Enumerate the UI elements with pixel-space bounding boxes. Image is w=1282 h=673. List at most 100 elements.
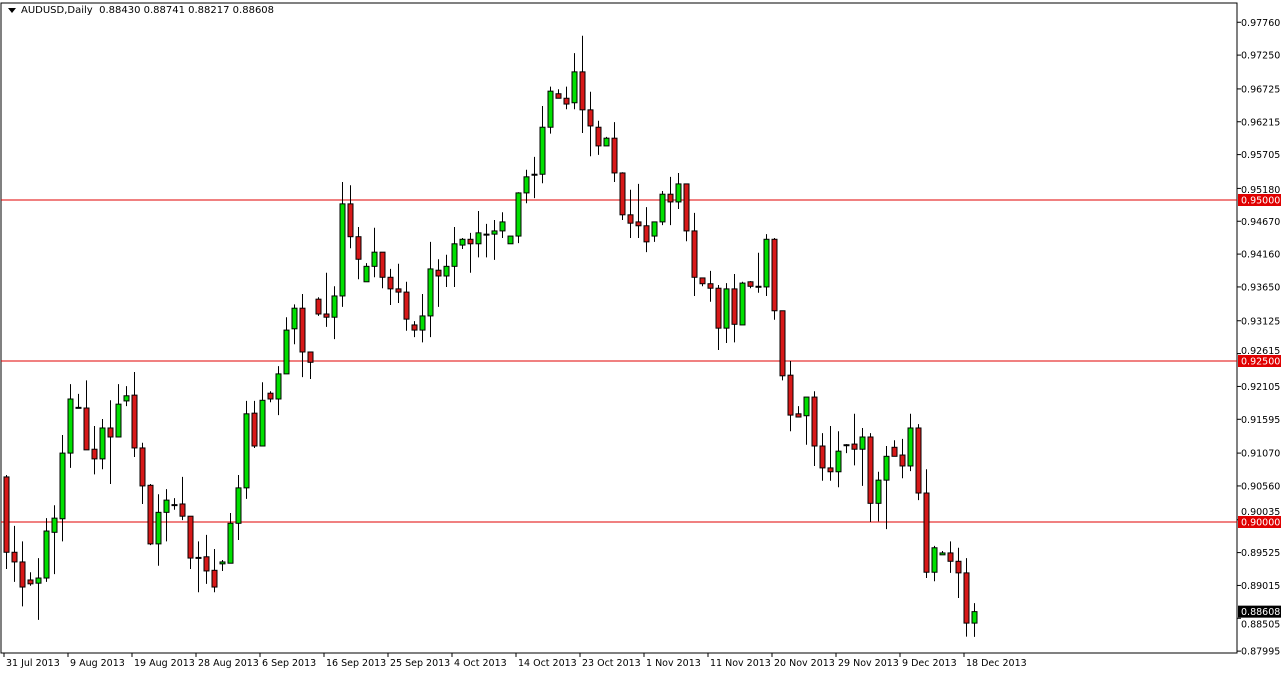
candle (811, 391, 818, 466)
bullish-candle-body (939, 552, 946, 556)
bearish-candle-body (691, 230, 698, 278)
plot-area (0, 2, 1238, 654)
bearish-candle-body (91, 448, 98, 460)
bullish-candle-body (483, 233, 490, 236)
x-tick-label: 4 Oct 2013 (454, 658, 507, 669)
bearish-candle-body (131, 394, 138, 449)
y-tick-label: 0.88505 (1241, 620, 1280, 631)
x-tick-label: 29 Nov 2013 (838, 658, 899, 669)
y-tick-label: 0.90560 (1241, 481, 1280, 492)
candle (211, 549, 218, 593)
candle (443, 254, 450, 287)
bearish-candle-body (947, 552, 954, 562)
bearish-candle-body (347, 203, 354, 238)
chart-header: AUDUSD,Daily 0.88430 0.88741 0.88217 0.8… (8, 5, 274, 16)
candle (691, 212, 698, 296)
candle (179, 476, 186, 521)
candle (203, 534, 210, 584)
candle (187, 515, 194, 570)
bearish-candle-body (299, 307, 306, 353)
bullish-candle-body (59, 452, 66, 520)
y-tick-label: 0.94670 (1241, 217, 1280, 228)
bearish-candle-body (707, 283, 714, 289)
candle (851, 413, 858, 466)
candle (219, 559, 226, 571)
bearish-candle-body (379, 251, 386, 278)
x-tick-label: 9 Dec 2013 (902, 658, 957, 669)
time-axis: 31 Jul 2013 9 Aug 2013 19 Aug 2013 28 Aug 2… (3, 653, 1027, 669)
x-tick-label: 31 Jul 2013 (6, 658, 60, 669)
candle (667, 176, 674, 226)
candle (571, 53, 578, 110)
bearish-candle-body (643, 225, 650, 243)
level-price-label: 0.92500 (1241, 357, 1280, 368)
bearish-candle-body (779, 310, 786, 377)
bearish-candle-body (811, 396, 818, 447)
bearish-candle-body (731, 288, 738, 325)
candle (107, 400, 114, 485)
bullish-candle-body (803, 396, 810, 417)
bearish-candle-body (3, 476, 10, 553)
candle (371, 227, 378, 278)
bullish-candle-body (675, 183, 682, 203)
y-tick-label: 0.89015 (1241, 581, 1280, 592)
y-tick-label: 0.96215 (1241, 117, 1280, 128)
candle (915, 424, 922, 501)
bearish-candle-body (755, 285, 762, 288)
bullish-candle-body (43, 530, 50, 579)
current-price-label-bg (1238, 605, 1281, 618)
candle (419, 294, 426, 343)
candle (963, 558, 970, 637)
candle (347, 185, 354, 249)
candle (259, 382, 266, 447)
bullish-candle-body (331, 295, 338, 318)
candle (635, 183, 642, 238)
bearish-candle-body (27, 579, 34, 585)
candle (579, 35, 586, 134)
bullish-candle-body (51, 517, 58, 533)
bearish-candle-body (315, 298, 322, 315)
bearish-candle-body (891, 446, 898, 457)
candle (171, 498, 178, 510)
x-tick-label: 20 Nov 2013 (774, 658, 835, 669)
candle (931, 545, 938, 582)
candle (331, 286, 338, 340)
bullish-candle-body (659, 193, 666, 223)
candle (947, 541, 954, 573)
candle (19, 541, 26, 607)
bearish-candle-body (819, 445, 826, 469)
level-price-label: 0.90000 (1241, 518, 1280, 529)
bearish-candle-body (387, 276, 394, 290)
candle (875, 471, 882, 522)
y-tick-label: 0.93650 (1241, 282, 1280, 293)
current-price-label: 0.88608 (1241, 607, 1280, 618)
level-lines (1, 199, 1237, 523)
candle (283, 317, 290, 375)
candle (27, 572, 34, 586)
bullish-candle-body (259, 399, 266, 447)
candle (451, 227, 458, 287)
candle (67, 384, 74, 468)
bullish-candle-body (371, 251, 378, 267)
bullish-candle-body (875, 479, 882, 504)
candle (539, 105, 546, 184)
candle (195, 541, 202, 593)
candle (507, 235, 514, 245)
candle (659, 190, 666, 226)
dropdown-triangle-icon[interactable] (8, 7, 16, 13)
candle (131, 371, 138, 457)
bullish-candle-body (723, 288, 730, 329)
candle (939, 550, 946, 556)
bullish-candle-body (571, 71, 578, 104)
candle (675, 172, 682, 210)
bullish-candle-body (523, 176, 530, 194)
bullish-candle-body (283, 329, 290, 375)
candle (563, 86, 570, 110)
bullish-candle-body (459, 238, 466, 246)
price-axis: 0.97760 0.97250 0.96725 0.96215 0.95705 0.951… (1237, 18, 1281, 658)
candle (467, 232, 474, 273)
bullish-candle-body (419, 315, 426, 331)
x-tick-label: 23 Oct 2013 (582, 658, 641, 669)
candle (699, 277, 706, 287)
